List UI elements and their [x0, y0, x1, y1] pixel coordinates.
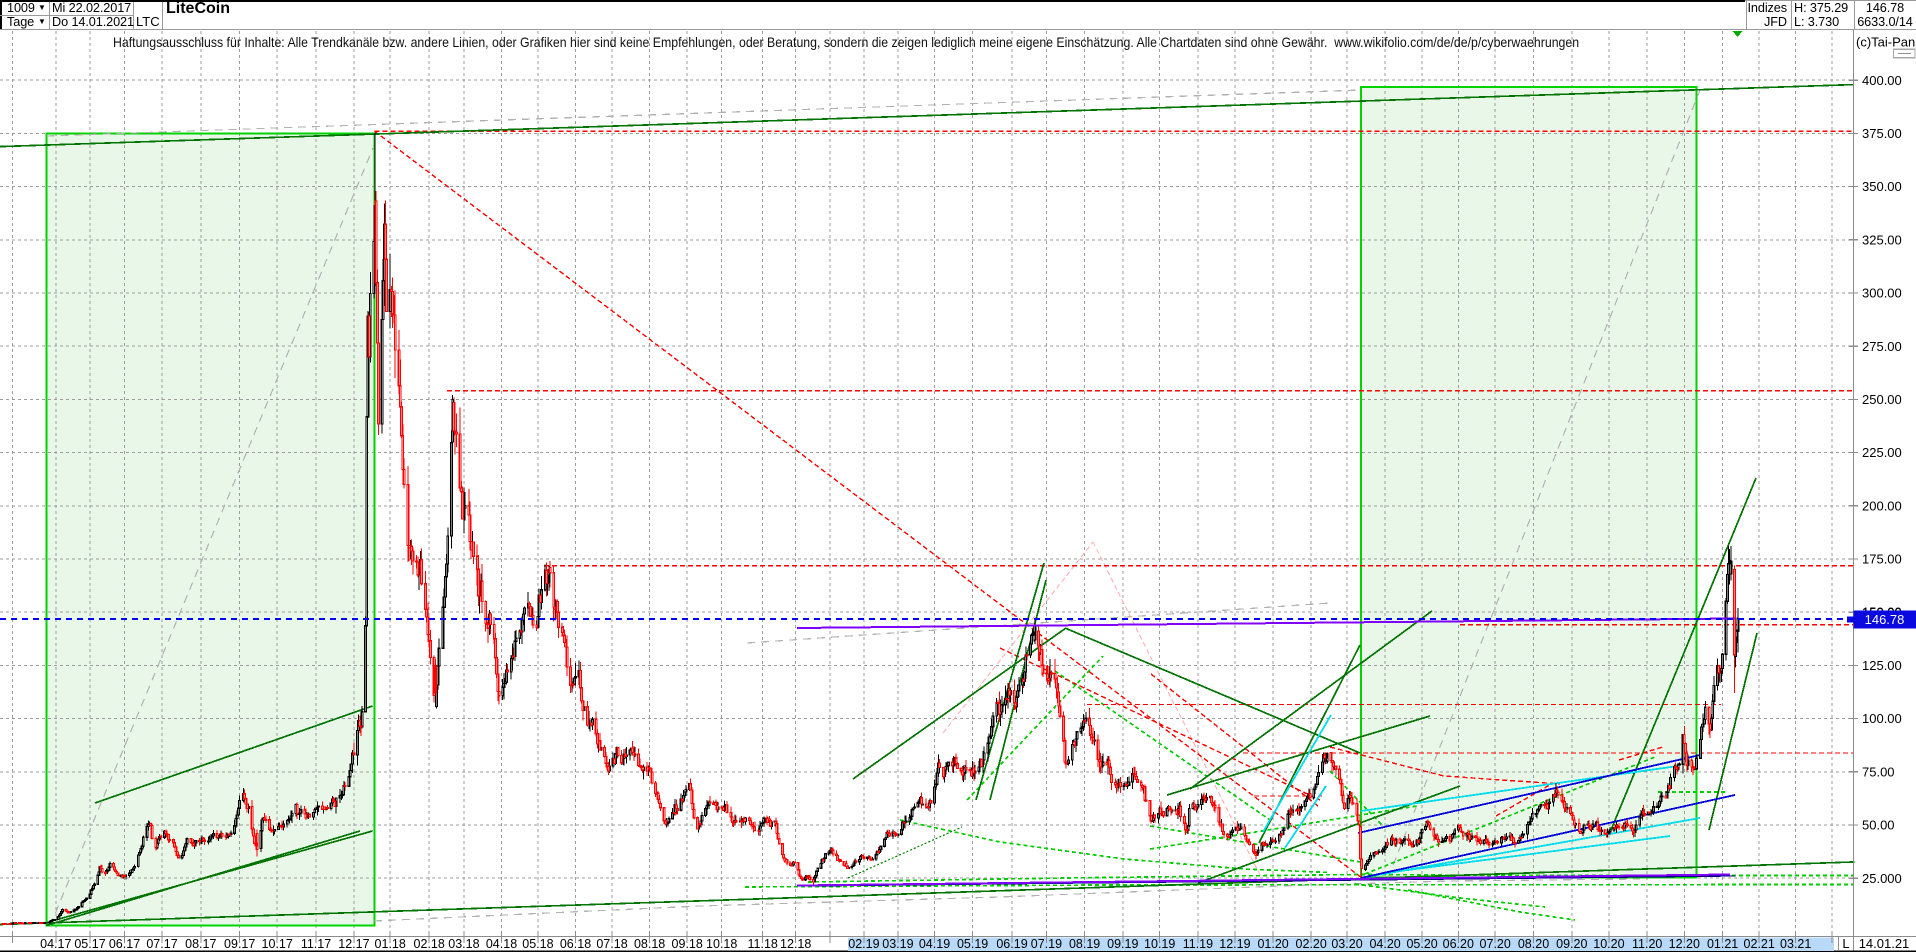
svg-text:(c)Tai-Pan: (c)Tai-Pan: [1856, 35, 1915, 50]
svg-text:09.17: 09.17: [224, 937, 255, 951]
svg-text:03.19: 03.19: [882, 937, 913, 951]
svg-text:05.20: 05.20: [1406, 937, 1437, 951]
svg-text:146.78: 146.78: [1865, 612, 1905, 627]
svg-text:300.00: 300.00: [1862, 286, 1902, 301]
svg-text:10.19: 10.19: [1144, 937, 1175, 951]
svg-text:06.18: 06.18: [560, 937, 591, 951]
svg-text:07.20: 07.20: [1480, 937, 1511, 951]
svg-text:175.00: 175.00: [1862, 552, 1902, 567]
svg-text:07.17: 07.17: [146, 937, 177, 951]
svg-text:03.18: 03.18: [448, 937, 479, 951]
svg-text:06.19: 06.19: [996, 937, 1027, 951]
svg-text:06.17: 06.17: [109, 937, 140, 951]
svg-text:75.00: 75.00: [1862, 764, 1895, 779]
svg-text:04.19: 04.19: [919, 937, 950, 951]
svg-text:06.20: 06.20: [1443, 937, 1474, 951]
svg-text:11.19: 11.19: [1183, 937, 1213, 951]
svg-text:01.18: 01.18: [375, 937, 406, 951]
svg-text:10.17: 10.17: [262, 937, 293, 951]
svg-text:04.17: 04.17: [40, 937, 71, 951]
svg-text:125.00: 125.00: [1862, 658, 1902, 673]
svg-text:11.20: 11.20: [1632, 937, 1662, 951]
svg-text:09.20: 09.20: [1556, 937, 1587, 951]
svg-text:02.18: 02.18: [414, 937, 445, 951]
svg-text:04.18: 04.18: [486, 937, 517, 951]
svg-text:10.20: 10.20: [1593, 937, 1624, 951]
svg-text:200.00: 200.00: [1862, 498, 1902, 513]
svg-text:02.21: 02.21: [1744, 937, 1775, 951]
svg-text:03.21: 03.21: [1780, 937, 1811, 951]
svg-text:12.17: 12.17: [338, 937, 369, 951]
svg-text:01.21: 01.21: [1707, 937, 1738, 951]
svg-text:14.01.21: 14.01.21: [1859, 936, 1910, 951]
svg-text:11.17: 11.17: [301, 937, 331, 951]
svg-text:08.20: 08.20: [1518, 937, 1549, 951]
svg-text:11.18: 11.18: [748, 937, 778, 951]
svg-text:08.17: 08.17: [185, 937, 216, 951]
svg-text:250.00: 250.00: [1862, 392, 1902, 407]
svg-text:04.20: 04.20: [1369, 937, 1400, 951]
svg-text:05.18: 05.18: [522, 937, 553, 951]
svg-text:10.18: 10.18: [706, 937, 737, 951]
svg-text:02.20: 02.20: [1296, 937, 1327, 951]
svg-text:03.20: 03.20: [1331, 937, 1362, 951]
svg-text:12.20: 12.20: [1669, 937, 1700, 951]
svg-text:07.19: 07.19: [1031, 937, 1062, 951]
svg-text:400.00: 400.00: [1862, 73, 1902, 88]
svg-text:02.19: 02.19: [848, 937, 879, 951]
svg-text:275.00: 275.00: [1862, 339, 1902, 354]
svg-text:225.00: 225.00: [1862, 445, 1902, 460]
svg-text:325.00: 325.00: [1862, 232, 1902, 247]
svg-text:01.20: 01.20: [1257, 937, 1288, 951]
svg-text:100.00: 100.00: [1862, 711, 1902, 726]
svg-text:25.000: 25.000: [1862, 871, 1902, 886]
svg-text:08.19: 08.19: [1069, 937, 1100, 951]
svg-text:12.19: 12.19: [1219, 937, 1250, 951]
svg-text:05.17: 05.17: [74, 937, 105, 951]
svg-text:08.18: 08.18: [634, 937, 665, 951]
svg-text:50.00: 50.00: [1862, 818, 1895, 833]
svg-text:07.18: 07.18: [596, 937, 627, 951]
svg-text:09.18: 09.18: [672, 937, 703, 951]
svg-text:L: L: [1842, 936, 1849, 951]
svg-text:09.19: 09.19: [1107, 937, 1138, 951]
svg-text:375.00: 375.00: [1862, 126, 1902, 141]
svg-text:350.00: 350.00: [1862, 179, 1902, 194]
svg-text:05.19: 05.19: [957, 937, 988, 951]
svg-text:12.18: 12.18: [780, 937, 811, 951]
